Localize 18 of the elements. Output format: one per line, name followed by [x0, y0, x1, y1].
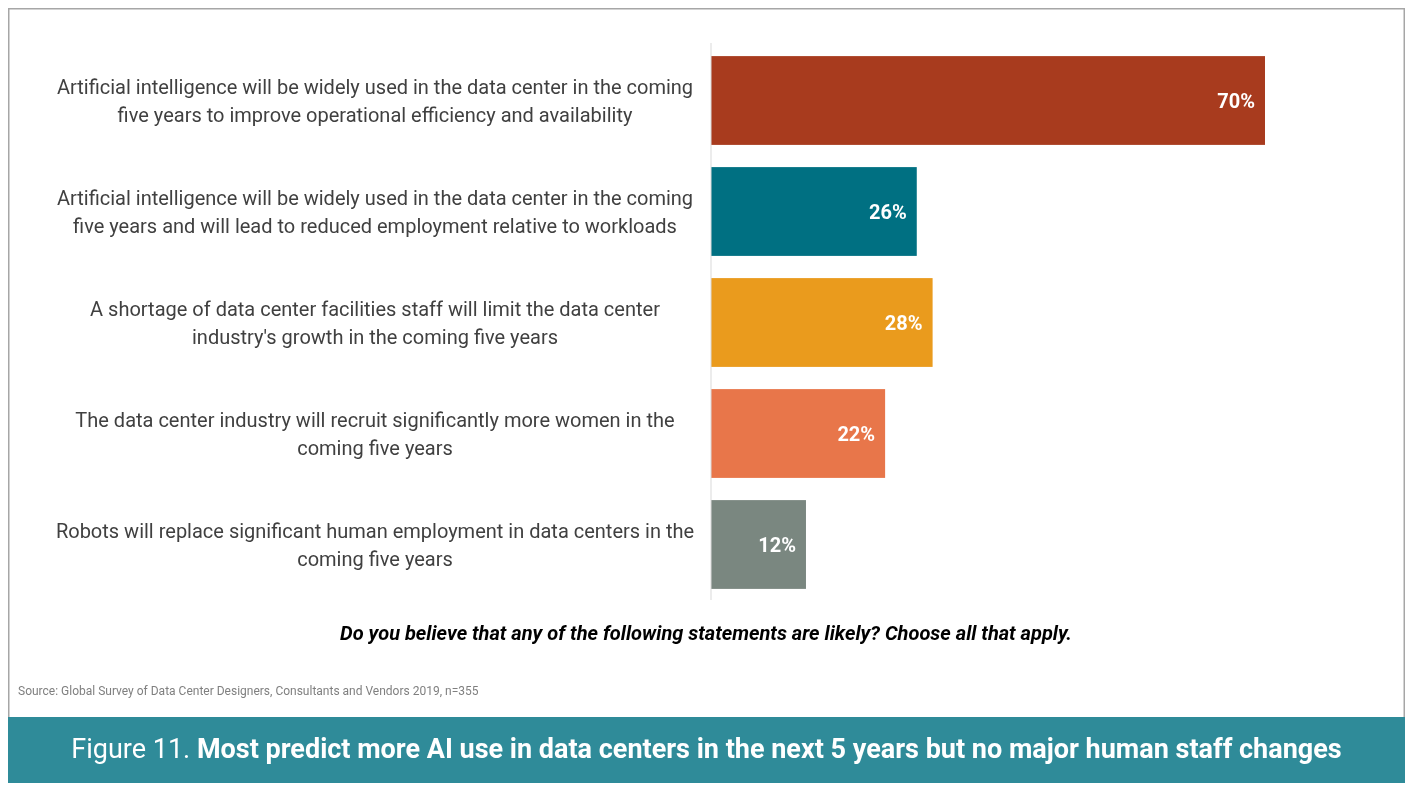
bar — [711, 167, 917, 256]
x-axis-title: Do you believe that any of the following statements are likely? Choose all that apply. — [340, 621, 1072, 645]
y-tick-label: Artificial intelligence will be widely used in the data center in the coming five years and will lead to reduced employment relative to workloads — [56, 185, 694, 238]
data-label: 12% — [758, 532, 796, 557]
y-tick-label: Robots will replace significant human employment in data centers in the coming five years — [55, 518, 695, 571]
bar — [711, 389, 886, 478]
data-label: 26% — [869, 199, 907, 224]
data-label: 22% — [837, 421, 876, 446]
y-tick-label: A shortage of data center facilities staff will limit the data center industry's growth in the coming five years — [90, 296, 661, 349]
bar — [711, 56, 1265, 145]
y-tick-label: The data center industry will recruit significantly more women in the coming five years — [75, 407, 675, 460]
data-label: 70% — [1217, 88, 1255, 113]
bar — [711, 278, 933, 367]
source-note: Source: Global Survey of Data Center Designers, Consultants and Vendors 2019, n=355 — [18, 684, 479, 698]
text: Figure 11. Most predict more AI use in data centers in the next 5 years but no major human staff changes — [71, 733, 1342, 765]
y-tick-label: Artificial intelligence will be widely used in the data center in the coming five years to improve operational efficiency and availability — [56, 74, 694, 127]
bar — [711, 500, 806, 589]
data-label: 28% — [884, 310, 923, 335]
